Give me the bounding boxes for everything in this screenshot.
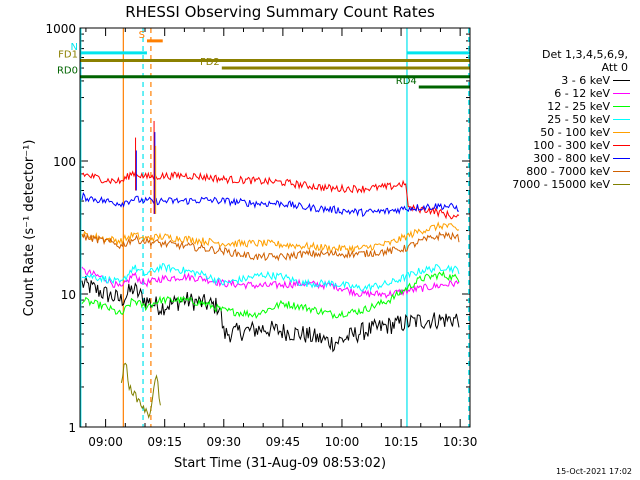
state-bar-label: S: [139, 30, 145, 41]
series-line: [120, 362, 161, 419]
legend-entry-label: 25 - 50 keV: [547, 113, 610, 126]
x-tick-label: 10:00: [325, 435, 360, 449]
legend: Det 1,3,4,5,6,9, Att 0 3 - 6 keV 6 - 12 k…: [486, 48, 636, 191]
legend-entry-label: 3 - 6 keV: [561, 74, 610, 87]
legend-swatch: [613, 184, 630, 185]
series-line: [81, 270, 460, 320]
x-axis-label: Start Time (31-Aug-09 08:53:02): [174, 456, 386, 471]
legend-entry-label: 300 - 800 keV: [533, 152, 610, 165]
y-tick-label: 100: [53, 155, 76, 169]
legend-swatch: [613, 132, 630, 133]
legend-entry: 50 - 100 keV: [486, 126, 636, 139]
legend-swatch: [613, 145, 630, 146]
legend-swatch: [613, 106, 630, 107]
legend-entry: 3 - 6 keV: [486, 74, 636, 87]
legend-entry: 12 - 25 keV: [486, 100, 636, 113]
legend-entry-label: 50 - 100 keV: [540, 126, 610, 139]
chart-title: RHESSI Observing Summary Count Rates: [125, 3, 435, 21]
legend-swatch: [613, 119, 630, 120]
plot-frame: [79, 27, 471, 428]
legend-entry-label: 100 - 300 keV: [533, 139, 610, 152]
series-line: [81, 170, 460, 220]
y-tick-label: 1: [68, 421, 76, 435]
state-bar-label: RD4: [396, 76, 417, 87]
legend-entry: 25 - 50 keV: [486, 113, 636, 126]
y-axis-label: Count Rate (s⁻¹ detector⁻¹): [22, 140, 37, 317]
y-tick-label: 10: [61, 288, 76, 302]
legend-entry-label: 12 - 25 keV: [547, 100, 610, 113]
legend-swatch: [613, 158, 630, 159]
legend-entry: 7000 - 15000 keV: [486, 178, 636, 191]
legend-swatch: [613, 93, 630, 94]
x-tick-label: 09:30: [206, 435, 241, 449]
x-tick-label: 09:00: [88, 435, 123, 449]
legend-entry: 6 - 12 keV: [486, 87, 636, 100]
series-line: [81, 231, 460, 262]
x-tick-label: 09:45: [266, 435, 301, 449]
state-bar-label: FD1: [58, 49, 78, 60]
legend-swatch: [613, 171, 630, 172]
series-line: [81, 275, 460, 353]
state-bar-label: N: [71, 42, 78, 53]
legend-entry: 300 - 800 keV: [486, 152, 636, 165]
series-line: [81, 266, 460, 299]
series-line: [81, 263, 460, 293]
legend-entries: 3 - 6 keV 6 - 12 keV 12 - 25 keV 25 - 50 ke…: [486, 74, 636, 191]
state-bar-label: RD0: [57, 66, 78, 77]
legend-entry-label: 800 - 7000 keV: [526, 165, 610, 178]
legend-swatch: [613, 80, 630, 81]
legend-detectors: Det 1,3,4,5,6,9,: [541, 48, 628, 61]
x-tick-label: 10:15: [384, 435, 419, 449]
legend-entry-label: 7000 - 15000 keV: [512, 178, 610, 191]
legend-entry: 800 - 7000 keV: [486, 165, 636, 178]
legend-entry-label: 6 - 12 keV: [554, 87, 610, 100]
series-line: [81, 221, 460, 254]
legend-attenuator: Att 0: [601, 61, 628, 74]
plot-layer: 1 10 100 1000 09:00 09:15 09:30 09:45 10:00 10:15…: [45, 22, 477, 449]
state-bar-label: FD2: [200, 57, 220, 68]
y-tick-label: 1000: [45, 22, 76, 36]
x-tick-label: 10:30: [443, 435, 478, 449]
datestamp: 15-Oct-2021 17:02: [556, 467, 632, 476]
legend-entry: 100 - 300 keV: [486, 139, 636, 152]
series-line: [81, 191, 459, 218]
x-tick-label: 09:15: [147, 435, 182, 449]
